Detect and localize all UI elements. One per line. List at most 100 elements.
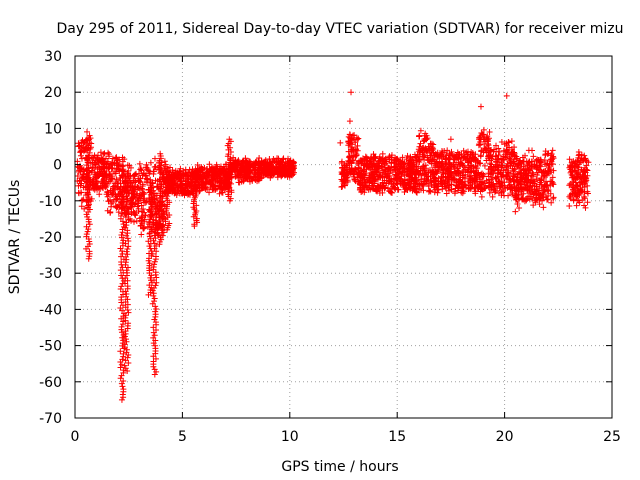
data-point [422,171,429,178]
data-point [274,155,281,162]
data-point [198,171,205,178]
data-point [145,167,152,174]
data-point [184,178,191,185]
data-point [150,216,157,223]
data-point [118,326,125,333]
data-point [153,321,160,328]
data-point [432,162,439,169]
data-point [368,177,375,184]
data-point [529,147,536,154]
data-point [150,292,157,299]
data-point [370,151,377,158]
data-point [573,182,580,189]
y-tick-label: 20 [44,85,62,101]
data-point [130,188,137,195]
data-point [144,176,151,183]
y-tick-label: -60 [39,375,62,391]
data-point [173,191,180,198]
data-point [212,186,219,193]
data-point [545,164,552,171]
data-point [77,182,84,189]
data-point [218,180,225,187]
data-point [508,138,515,145]
data-point [170,186,177,193]
data-point [442,185,449,192]
data-point [376,189,383,196]
data-point [483,177,490,184]
data-point [375,182,382,189]
data-point [550,195,557,202]
data-point [132,178,139,185]
y-tick-label: -10 [39,194,62,210]
x-tick-label: 5 [178,429,187,445]
data-point [130,218,137,225]
data-point [153,305,160,312]
data-point [123,192,130,199]
data-point [382,155,389,162]
data-point [193,174,200,181]
data-point [421,180,428,187]
data-point [120,388,127,395]
data-point [530,202,537,209]
data-point [150,266,157,273]
y-tick-label: 30 [44,49,62,65]
data-point [522,184,529,191]
data-point [112,192,119,199]
data-point [397,181,404,188]
data-point [121,345,128,352]
data-point [138,185,145,192]
data-point [486,129,493,136]
data-point [113,196,120,203]
data-point [543,193,550,200]
data-point [270,155,277,162]
data-point [151,332,158,339]
data-point [159,215,166,222]
data-point [124,195,131,202]
data-point [478,193,485,200]
data-point [350,147,357,154]
data-point [100,176,107,183]
data-point [543,196,550,203]
data-point [408,165,415,172]
data-point [124,251,131,258]
data-point [151,371,158,378]
data-point [232,173,239,180]
data-point [269,168,276,175]
data-point [118,199,125,206]
data-point [113,154,120,161]
data-point [136,160,143,167]
data-point [125,359,132,366]
data-point [99,171,106,178]
data-point [434,149,441,156]
data-point [86,221,93,228]
data-point [566,182,573,189]
data-point [139,213,146,220]
data-point [252,176,259,183]
data-point [219,168,226,175]
data-point [117,359,124,366]
data-point [118,204,125,211]
data-point [500,173,507,180]
data-point [439,159,446,166]
data-point [583,166,590,173]
data-point [115,209,122,216]
data-point [186,191,193,198]
data-point [455,155,462,162]
data-point [377,174,384,181]
data-point [522,152,529,159]
data-point [511,144,518,151]
axis-ticks: 0 5 10 15 20 25 -70 -60 -50 -40 -30 -20 -10 0 10 20 30 [39,49,621,445]
y-axis-label: SDTVAR / TECUs [7,180,23,295]
data-point [119,218,126,225]
data-point [466,158,473,165]
data-point [486,151,493,158]
data-point [534,156,541,163]
data-point [124,277,131,284]
data-point [279,156,286,163]
data-point [496,178,503,185]
data-point [341,173,348,180]
data-point [497,169,504,176]
data-point [487,148,494,155]
data-point [153,224,160,231]
data-point [119,229,126,236]
